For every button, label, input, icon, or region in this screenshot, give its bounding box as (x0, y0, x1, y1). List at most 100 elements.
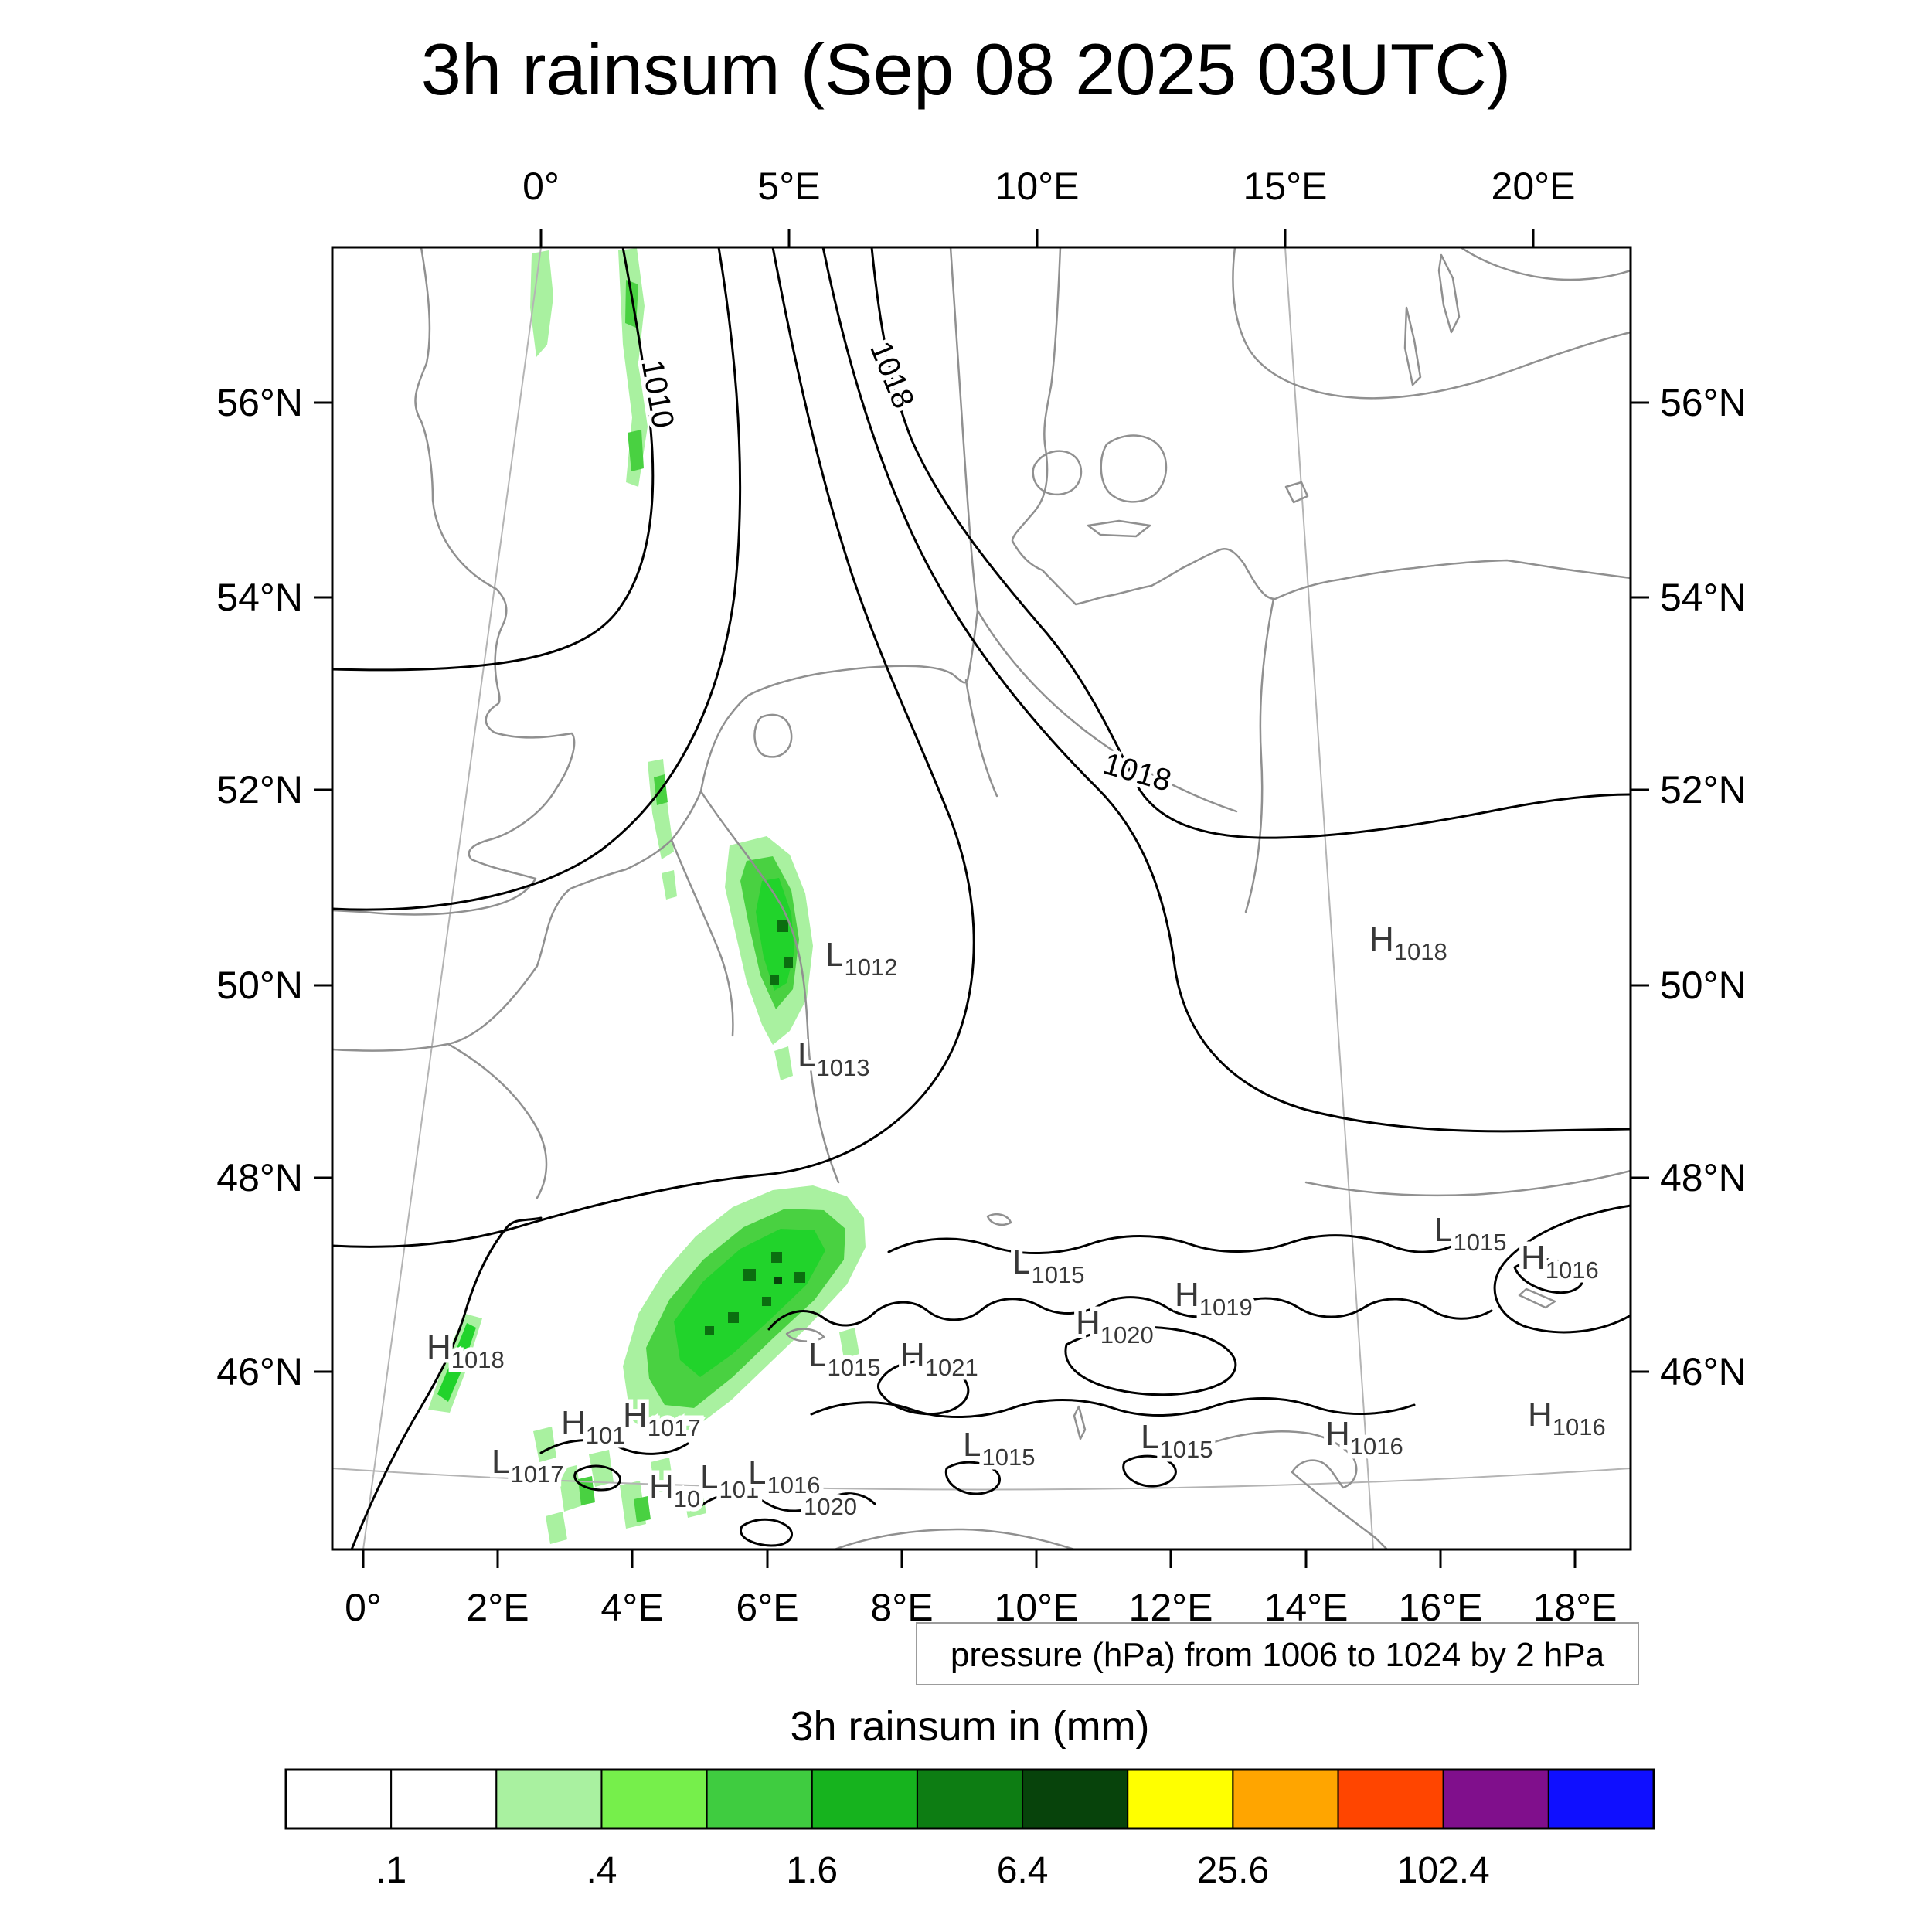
colorbar-tick-label: 6.4 (997, 1850, 1049, 1891)
pressure-caption: pressure (hPa) from 1006 to 1024 by 2 hP… (916, 1622, 1639, 1685)
island-gotland (1437, 253, 1461, 334)
axis-bottom: 0° 2°E 4°E 6°E 8°E 10°E 12°E 14°E 16°E 18°E (345, 1549, 1617, 1629)
rain-pixel (774, 1277, 782, 1284)
pressure-center-label: L1012 (825, 936, 897, 981)
pressure-center-label: H101 (561, 1404, 626, 1449)
chart-title: 3h rainsum (Sep 08 2025 03UTC) (421, 29, 1512, 110)
map-content (332, 247, 1631, 1549)
isobar-alps-loop-1 (877, 1360, 970, 1416)
axis-label-bottom: 12°E (1129, 1586, 1213, 1629)
pressure-center-label: H1016 (1528, 1396, 1606, 1440)
axis-label-right: 46°N (1660, 1350, 1747, 1393)
pressure-caption-text: pressure (hPa) from 1006 to 1024 by 2 hP… (951, 1636, 1605, 1674)
axis-label-bottom: 8°E (870, 1586, 933, 1629)
rain-patch (578, 1476, 595, 1505)
isobar-alps-1 (767, 1296, 1493, 1331)
colorbar-cell (811, 1769, 918, 1829)
coastline-sweden-north (1459, 247, 1631, 281)
colorbar-cell (1337, 1769, 1444, 1829)
isobar-alps-4 (698, 1492, 876, 1512)
pressure-center-label: L1013 (798, 1036, 869, 1081)
axis-label-left: 56°N (216, 381, 303, 424)
pressure-center-label: H1020 (1076, 1304, 1154, 1349)
lake-constance (986, 1213, 1012, 1226)
axis-top: 0° 5°E 10°E 15°E 20°E (522, 165, 1575, 247)
axis-label-bottom: 14°E (1264, 1586, 1349, 1629)
pressure-center-label: H1019 (1175, 1276, 1253, 1321)
river-elbe (976, 609, 1238, 813)
pressure-center-label: H1021 (900, 1336, 978, 1381)
pressure-center-label: L1015 (808, 1336, 880, 1381)
pressure-center-label: L1017 (492, 1443, 563, 1488)
island-oland (1403, 306, 1422, 386)
pressure-center-label: H1017 (623, 1396, 701, 1441)
colorbar-cell (600, 1769, 708, 1829)
pressure-center-label: L1015 (1012, 1243, 1084, 1288)
river-seine (447, 1043, 548, 1199)
axis-label-bottom: 10°E (995, 1586, 1079, 1629)
rain-pixel (762, 1297, 771, 1306)
island-fyn (1032, 450, 1083, 496)
axis-label-left: 54°N (216, 576, 303, 619)
axis-label-right: 54°N (1660, 576, 1747, 619)
island-lolland (1087, 519, 1151, 538)
axis-label-right: 50°N (1660, 964, 1747, 1007)
axis-label-right: 56°N (1660, 381, 1747, 424)
isobar-alps-loop-2 (1064, 1325, 1237, 1396)
rain-pixel (743, 1269, 756, 1281)
rain-pixel (777, 920, 788, 932)
rain-shading (428, 248, 866, 1544)
graticule-lines (332, 247, 1631, 1549)
lake-balaton (1518, 1287, 1556, 1309)
isobar-alps-loop-3 (944, 1461, 1002, 1495)
pressure-center-label: L1015 (1434, 1211, 1506, 1256)
rain-patch (546, 1512, 567, 1544)
colorbar-cell (285, 1769, 393, 1829)
axis-label-left: 50°N (216, 964, 303, 1007)
island-zealand (1100, 434, 1168, 503)
colorbar-tick-label: 1.6 (786, 1850, 838, 1891)
rain-pixel (794, 1272, 805, 1283)
axis-label-bottom: 16°E (1399, 1586, 1483, 1629)
rain-pixel (705, 1326, 714, 1335)
isobar-alps-loop-4 (1122, 1454, 1177, 1488)
rain-patch (437, 1323, 476, 1402)
lake-ijsselmeer (753, 713, 793, 758)
axis-label-right: 52°N (1660, 768, 1747, 811)
colorbar-cell (706, 1769, 813, 1829)
lake-garda (1073, 1405, 1087, 1440)
river-rhine (699, 790, 840, 1184)
river-oder (1244, 597, 1275, 913)
colorbar-cell (495, 1769, 603, 1829)
axis-label-top: 15°E (1243, 165, 1328, 208)
river-meuse (670, 838, 734, 1037)
rain-pixel (784, 957, 793, 968)
axis-label-right: 48°N (1660, 1156, 1747, 1199)
isobar-1018 (870, 247, 1631, 839)
colorbar-cell (390, 1769, 498, 1829)
axis-right: 56°N 54°N 52°N 50°N 48°N 46°N (1631, 381, 1747, 1393)
rain-pixel (771, 1252, 782, 1263)
colorbar-title: 3h rainsum in (mm) (790, 1703, 1149, 1750)
isobar-1016 (821, 247, 1631, 1133)
isobar-alps-loop-5 (740, 1518, 793, 1547)
pressure-center-label: L101 (700, 1458, 759, 1503)
colorbar-cell (1127, 1769, 1234, 1829)
colorbar-cell (1022, 1769, 1129, 1829)
graticule-meridian (362, 247, 542, 1549)
pressure-center-label: H10 (649, 1468, 700, 1512)
axis-label-top: 10°E (995, 165, 1080, 208)
colorbar-labels: .1 .4 1.6 6.4 25.6 102.4 (376, 1850, 1490, 1891)
isobar-alps-loop-7 (1513, 1258, 1584, 1294)
colorbar-tick-label: .1 (376, 1850, 406, 1891)
coastline-sweden (1232, 247, 1631, 400)
colorbar-cells (284, 1768, 1655, 1830)
rain-patch (662, 870, 677, 900)
river-danube (1304, 1169, 1631, 1197)
rain-patch (589, 1450, 614, 1487)
rain-patch (674, 1229, 825, 1377)
coastline-britain (332, 247, 576, 916)
colorbar-tick-label: 102.4 (1397, 1850, 1490, 1891)
